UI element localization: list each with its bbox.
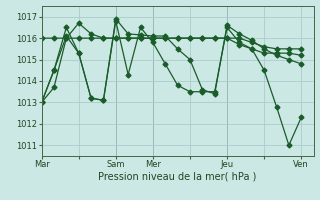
X-axis label: Pression niveau de la mer( hPa ): Pression niveau de la mer( hPa ) [99,172,257,182]
